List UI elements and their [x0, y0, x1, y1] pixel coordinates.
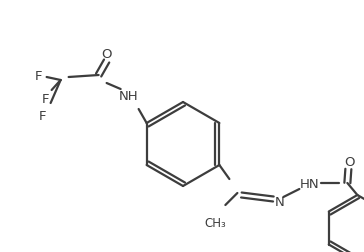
Text: NH: NH	[119, 89, 138, 102]
Text: HN: HN	[300, 177, 319, 190]
Text: O: O	[344, 155, 355, 168]
Text: F: F	[42, 92, 50, 105]
Text: O: O	[102, 47, 112, 60]
Text: CH₃: CH₃	[205, 217, 226, 230]
Text: N: N	[274, 195, 284, 208]
Text: F: F	[39, 109, 46, 122]
Text: F: F	[35, 69, 42, 82]
